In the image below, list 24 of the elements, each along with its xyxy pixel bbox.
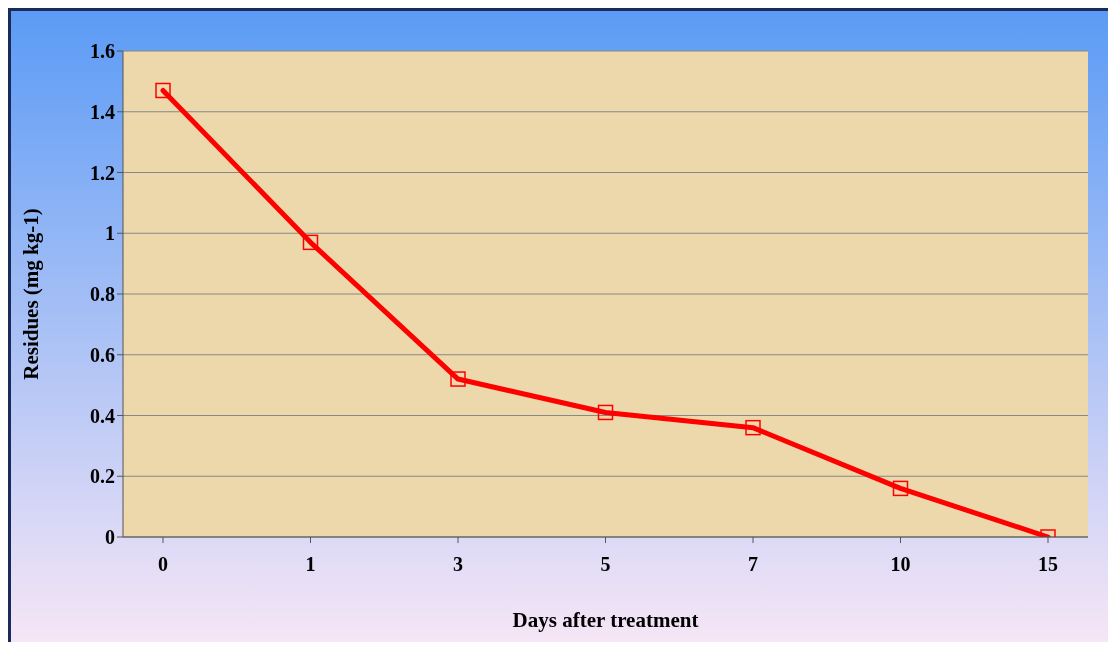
x-tick-label: 3 bbox=[453, 553, 463, 576]
x-tick-label: 5 bbox=[600, 553, 611, 576]
y-tick-label: 0 bbox=[105, 526, 115, 549]
x-tick-label: 15 bbox=[1038, 553, 1058, 576]
point bbox=[892, 480, 909, 497]
x-tick-label: 10 bbox=[890, 553, 911, 576]
x-axis-title: Days after treatment bbox=[512, 608, 699, 632]
point bbox=[302, 234, 319, 251]
y-tick-label: 1.4 bbox=[90, 100, 115, 123]
y-tick-label: 0.4 bbox=[90, 404, 115, 427]
point bbox=[155, 82, 171, 99]
y-tick-label: 1 bbox=[105, 222, 115, 245]
y-tick-label: 0.8 bbox=[90, 283, 115, 306]
point bbox=[597, 404, 614, 421]
y-axis-title: Residues (mg kg-1) bbox=[19, 208, 44, 380]
x-tick-label: 1 bbox=[305, 553, 316, 576]
y-tick-label: 1.2 bbox=[90, 161, 115, 184]
x-tick-label: 7 bbox=[748, 553, 758, 576]
y-tick-label: 0.6 bbox=[90, 343, 115, 366]
point bbox=[745, 419, 761, 436]
point bbox=[450, 371, 466, 387]
x-tick-label: 0 bbox=[158, 553, 168, 576]
y-tick-label: 0.2 bbox=[90, 465, 115, 488]
y-tick-label: 1.6 bbox=[90, 40, 115, 63]
